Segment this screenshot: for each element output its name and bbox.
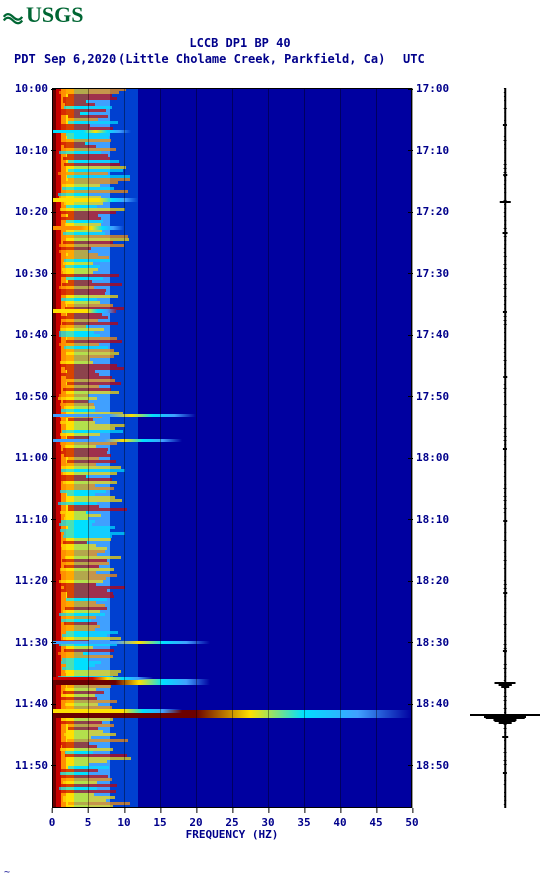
waveform-spike (500, 201, 511, 203)
y-tick-left: 10:00 (0, 82, 48, 95)
y-tick-left: 10:20 (0, 205, 48, 218)
usgs-logo: USGS (2, 2, 83, 28)
y-tick-right: 17:10 (416, 144, 449, 157)
logo-text: USGS (26, 2, 83, 28)
spectral-event (52, 439, 182, 442)
spectrogram-plot: 10:0010:1010:2010:3010:4010:5011:0011:10… (52, 88, 412, 808)
date-label: Sep 6,2020 (44, 52, 116, 66)
y-tick-right: 18:20 (416, 574, 449, 587)
y-tick-right: 18:00 (416, 451, 449, 464)
y-tick-right: 18:10 (416, 513, 449, 526)
footer-mark: ~ (4, 867, 10, 878)
y-tick-left: 11:30 (0, 636, 48, 649)
y-tick-left: 11:10 (0, 513, 48, 526)
location-label: (Little Cholame Creek, Parkfield, Ca) (118, 52, 385, 66)
y-tick-right: 17:50 (416, 390, 449, 403)
y-tick-left: 10:40 (0, 328, 48, 341)
y-tick-left: 11:00 (0, 451, 48, 464)
spectral-event (52, 198, 138, 202)
waveform-trace (470, 88, 540, 808)
y-tick-right: 18:30 (416, 636, 449, 649)
y-tick-left: 11:50 (0, 759, 48, 772)
gridline (340, 88, 341, 808)
y-tick-right: 17:00 (416, 82, 449, 95)
y-tick-right: 18:40 (416, 697, 449, 710)
tz-left-label: PDT (14, 52, 36, 66)
y-tick-left: 10:30 (0, 267, 48, 280)
spectral-event (52, 641, 210, 644)
spectrogram-canvas (52, 88, 412, 808)
spectral-event (52, 679, 210, 685)
gridline (268, 88, 269, 808)
gridline (124, 88, 125, 808)
y-tick-left: 10:10 (0, 144, 48, 157)
y-tick-right: 17:20 (416, 205, 449, 218)
gridline (88, 88, 89, 808)
y-tick-right: 17:30 (416, 267, 449, 280)
gridline (196, 88, 197, 808)
gridline (160, 88, 161, 808)
spectral-event (52, 709, 182, 713)
chart-title: LCCB DP1 BP 40 (0, 36, 480, 50)
tz-right-label: UTC (403, 52, 425, 66)
spectral-event (52, 309, 117, 313)
y-tick-right: 18:50 (416, 759, 449, 772)
wave-icon (2, 4, 24, 26)
y-tick-left: 10:50 (0, 390, 48, 403)
y-tick-left: 11:20 (0, 574, 48, 587)
y-tick-left: 11:40 (0, 697, 48, 710)
gridline (232, 88, 233, 808)
spectral-event (52, 677, 153, 680)
y-tick-right: 17:40 (416, 328, 449, 341)
gridline (376, 88, 377, 808)
gridline (304, 88, 305, 808)
x-axis-label: FREQUENCY (HZ) (52, 828, 412, 841)
spectral-event (52, 130, 131, 133)
spectral-band (138, 88, 412, 808)
gridline (412, 88, 413, 808)
